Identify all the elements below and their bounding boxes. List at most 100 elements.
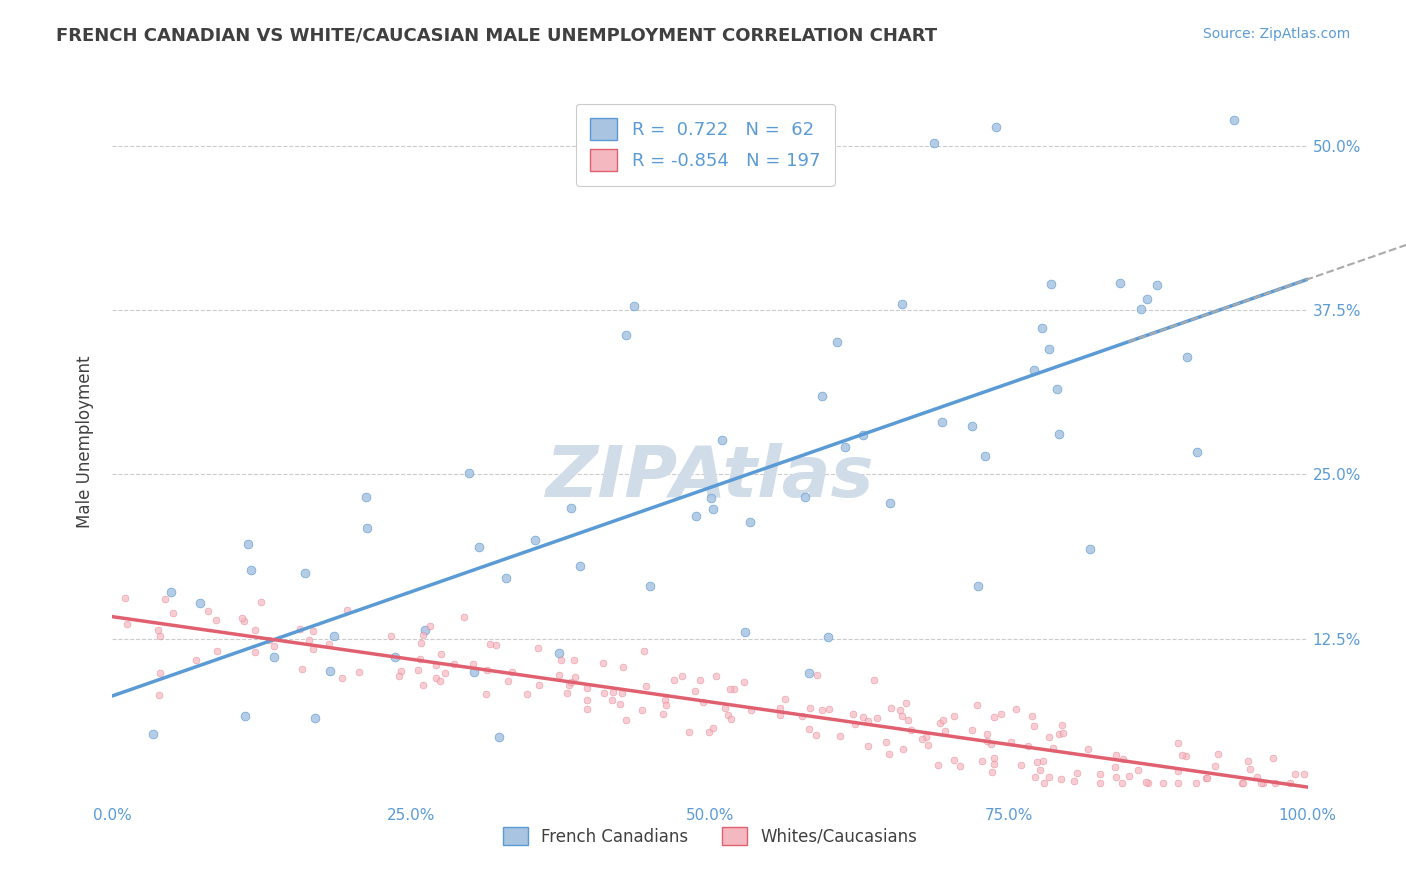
Point <box>671 669 693 683</box>
Point <box>1223 112 1246 127</box>
Point <box>1261 750 1284 764</box>
Point <box>973 450 995 464</box>
Point <box>890 297 912 311</box>
Point <box>792 708 814 723</box>
Point <box>931 415 953 429</box>
Point <box>1112 752 1135 766</box>
Point <box>498 673 520 688</box>
Point <box>1239 762 1261 776</box>
Point <box>917 738 939 752</box>
Point <box>1232 776 1254 790</box>
Point <box>942 709 965 723</box>
Point <box>852 428 875 442</box>
Point <box>980 737 1002 751</box>
Point <box>1052 726 1074 740</box>
Point <box>186 653 208 667</box>
Point <box>1031 321 1053 335</box>
Point <box>412 628 434 642</box>
Point <box>710 434 733 448</box>
Point <box>162 606 184 620</box>
Point <box>1047 727 1070 741</box>
Point <box>1206 747 1229 761</box>
Point <box>911 731 934 746</box>
Point <box>1032 754 1054 768</box>
Point <box>1046 382 1069 396</box>
Point <box>967 579 990 593</box>
Y-axis label: Male Unemployment: Male Unemployment <box>76 355 94 528</box>
Point <box>976 727 998 741</box>
Point <box>550 653 572 667</box>
Point <box>1109 276 1132 290</box>
Point <box>443 657 465 671</box>
Point <box>475 688 498 702</box>
Point <box>983 751 1005 765</box>
Point <box>858 714 880 728</box>
Point <box>970 754 993 768</box>
Point <box>934 724 956 739</box>
Point <box>302 642 325 657</box>
Point <box>927 758 949 772</box>
Point <box>1022 719 1045 733</box>
Point <box>1077 742 1099 756</box>
Point <box>413 623 436 637</box>
Point <box>160 585 183 599</box>
Point <box>547 646 569 660</box>
Point <box>257 632 280 647</box>
Point <box>384 650 406 665</box>
Point <box>408 663 430 677</box>
Point <box>318 637 340 651</box>
Point <box>243 623 266 637</box>
Point <box>557 678 579 692</box>
Point <box>692 694 714 708</box>
Point <box>575 693 598 707</box>
Point <box>897 714 920 728</box>
Point <box>960 418 983 433</box>
Point <box>291 662 314 676</box>
Point <box>354 490 377 504</box>
Point <box>810 389 832 403</box>
Point <box>932 713 955 727</box>
Point <box>702 721 724 735</box>
Point <box>775 692 797 706</box>
Point <box>388 669 411 683</box>
Point <box>713 701 735 715</box>
Point <box>880 701 903 715</box>
Point <box>986 120 1008 134</box>
Point <box>662 673 685 687</box>
Point <box>700 491 723 506</box>
Point <box>1111 776 1133 790</box>
Point <box>142 727 165 741</box>
Point <box>233 615 256 629</box>
Point <box>1167 764 1189 778</box>
Point <box>614 714 637 728</box>
Point <box>914 730 936 744</box>
Point <box>683 684 706 698</box>
Point <box>1063 774 1085 789</box>
Point <box>117 616 139 631</box>
Point <box>148 688 170 702</box>
Point <box>769 708 792 723</box>
Point <box>1251 776 1274 790</box>
Point <box>699 725 721 739</box>
Point <box>844 717 866 731</box>
Point <box>879 495 901 509</box>
Point <box>863 673 886 688</box>
Point <box>983 710 1005 724</box>
Point <box>547 667 569 681</box>
Point <box>720 712 742 726</box>
Point <box>564 670 586 684</box>
Point <box>419 619 441 633</box>
Point <box>425 671 447 685</box>
Point <box>1088 776 1111 790</box>
Point <box>894 696 917 710</box>
Point <box>866 710 889 724</box>
Point <box>1130 302 1153 317</box>
Point <box>1032 776 1054 790</box>
Point <box>1104 747 1126 762</box>
Point <box>962 723 984 737</box>
Point <box>429 674 451 689</box>
Point <box>841 706 863 721</box>
Point <box>1185 445 1208 459</box>
Point <box>804 728 827 742</box>
Point <box>1066 766 1088 780</box>
